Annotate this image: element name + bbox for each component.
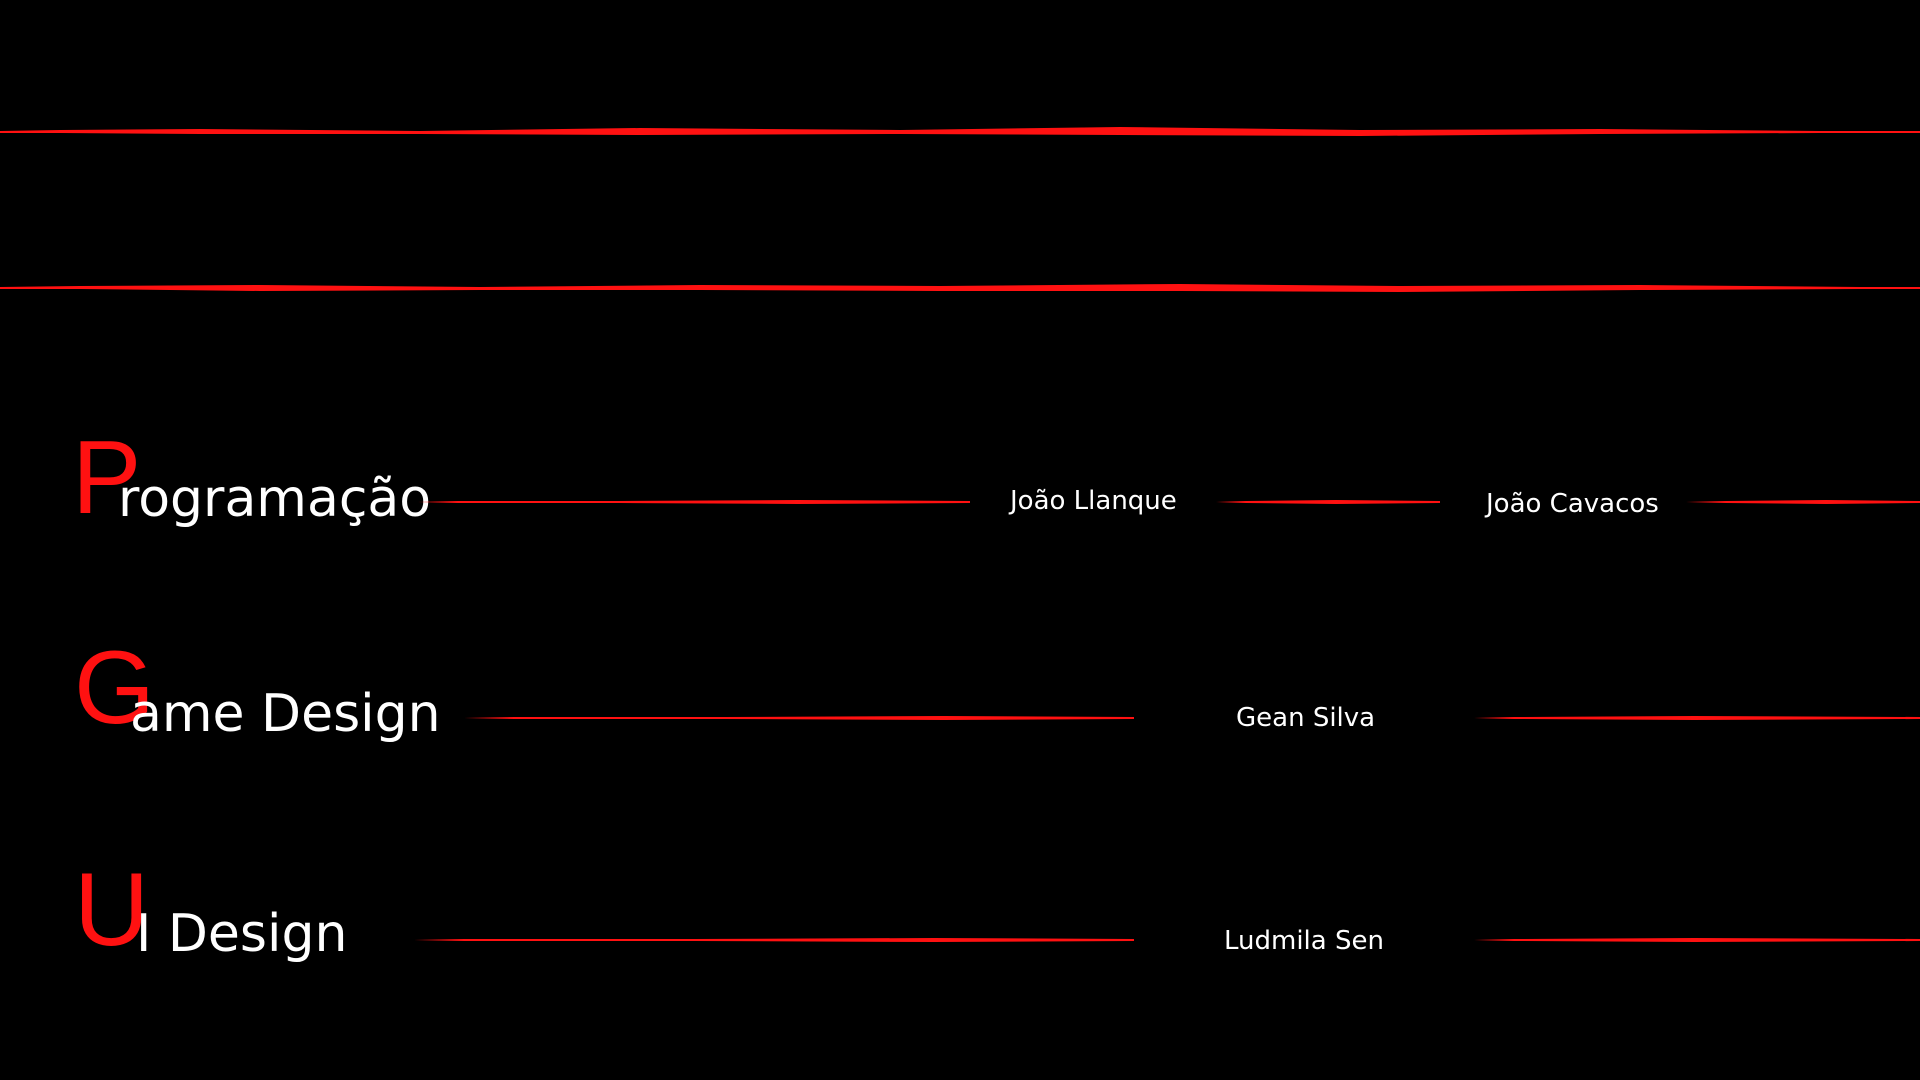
separator-line — [1686, 500, 1920, 504]
role-initial-letter: P — [72, 420, 142, 536]
role-title: I Design — [136, 904, 348, 964]
role-title: ame Design — [130, 684, 441, 744]
team-member-name: Gean Silva — [1236, 703, 1376, 733]
separator-line — [414, 938, 1134, 942]
separator-line — [418, 500, 970, 504]
separator-line — [1474, 716, 1920, 720]
team-member-name: João Cavacos — [1486, 489, 1659, 519]
separator-line — [464, 716, 1134, 720]
team-member-name: Ludmila Sen — [1224, 926, 1384, 956]
separator-line — [1216, 500, 1440, 504]
top-brush-stroke-1 — [0, 127, 1920, 136]
role-initial-letter: U — [74, 852, 150, 968]
team-member-name: João Llanque — [1010, 486, 1177, 516]
role-title: rogramação — [118, 469, 432, 529]
top-brush-stroke-2 — [0, 284, 1920, 292]
separator-line — [1474, 938, 1920, 942]
role-initial-letter: G — [74, 630, 155, 746]
